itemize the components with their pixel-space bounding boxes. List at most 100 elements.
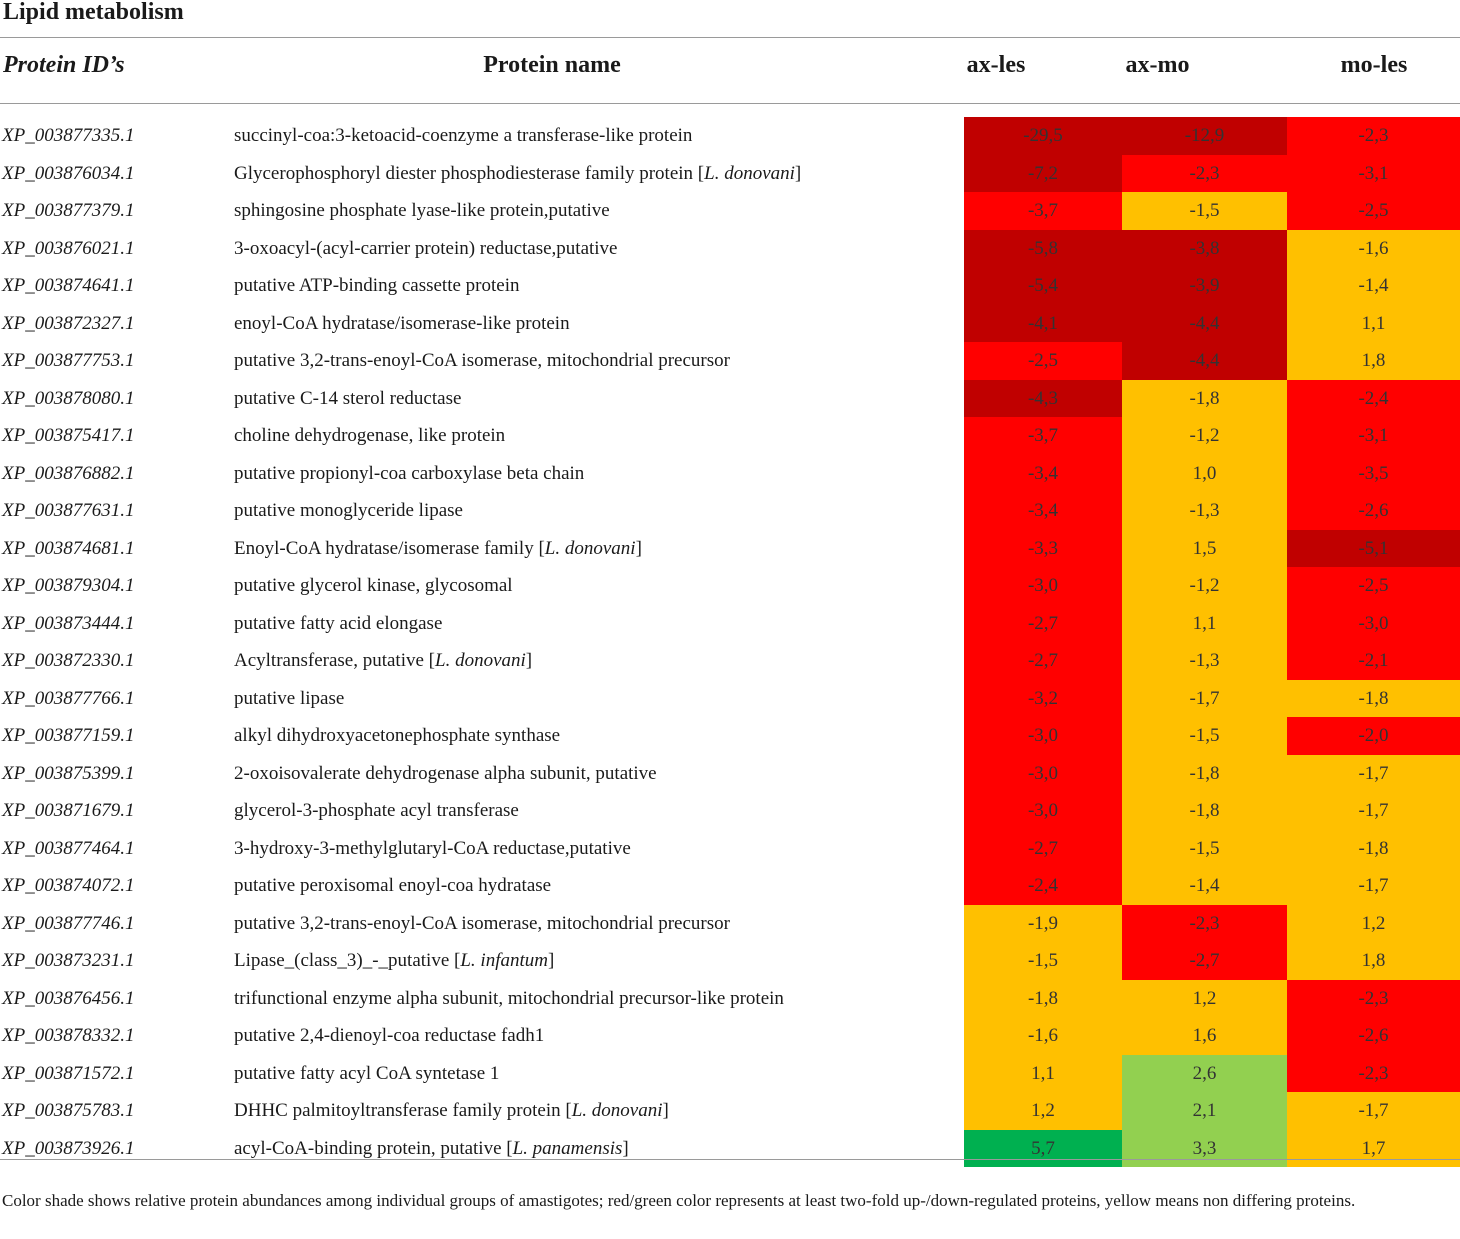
protein-id: XP_003874681.1 xyxy=(2,537,135,559)
ax-les-value: 1,2 xyxy=(964,1092,1122,1130)
protein-id: XP_003876021.1 xyxy=(2,237,135,259)
protein-name: Enoyl-CoA hydratase/isomerase family [L.… xyxy=(234,537,642,559)
ax-les-value: -2,7 xyxy=(964,604,1122,642)
mo-les-value: -1,7 xyxy=(1287,754,1460,792)
ax-mo-value: -1,4 xyxy=(1122,867,1287,905)
ax-mo-value: -12,9 xyxy=(1122,117,1287,155)
protein-id: XP_003878080.1 xyxy=(2,387,135,409)
protein-name-text: putative peroxisomal enoyl-coa hydratase xyxy=(234,875,552,896)
ax-mo-value: -3,9 xyxy=(1122,267,1287,305)
ax-mo-value: -2,3 xyxy=(1122,904,1287,942)
mo-les-value: 1,2 xyxy=(1287,904,1460,942)
ax-mo-value: 1,6 xyxy=(1122,1017,1287,1055)
ax-les-value: 5,7 xyxy=(964,1129,1122,1167)
table-row: XP_003873231.1 Lipase_(class_3)_-_putativ… xyxy=(0,942,1460,980)
table-row: XP_003877766.1 putative lipase -3,2 -1,7 -1,… xyxy=(0,679,1460,717)
mo-les-value: -3,0 xyxy=(1287,604,1460,642)
protein-name-text: putative propionyl-coa carboxylase beta … xyxy=(234,462,585,484)
protein-id: XP_003877379.1 xyxy=(2,200,135,221)
table-row: XP_003874641.1 putative ATP-binding casse… xyxy=(0,267,1460,305)
ax-mo-value: -1,2 xyxy=(1122,417,1287,455)
ax-mo-value: -3,8 xyxy=(1122,229,1287,267)
protein-id: XP_003877766.1 xyxy=(2,687,135,709)
ax-mo-value: 2,6 xyxy=(1122,1054,1287,1092)
ax-mo-value: 3,3 xyxy=(1122,1129,1287,1167)
mo-les-value: -2,3 xyxy=(1287,1054,1460,1092)
protein-id: XP_003874641.1 xyxy=(2,275,135,296)
table-header: Protein ID’s Protein name ax-les ax-mo m… xyxy=(0,38,1460,103)
ax-mo-value: 1,2 xyxy=(1122,979,1287,1017)
protein-name-text: succinyl-coa:3-ketoacid-coenzyme a trans… xyxy=(234,125,693,146)
ax-mo-value: -4,4 xyxy=(1122,304,1287,342)
ax-mo-value: 2,1 xyxy=(1122,1092,1287,1130)
mo-les-value: -1,8 xyxy=(1287,679,1460,717)
protein-name-text: alkyl dihydroxyacetonephosphate synthase xyxy=(234,725,561,746)
protein-id: XP_003877464.1 xyxy=(2,837,135,859)
ax-mo-value: -2,7 xyxy=(1122,942,1287,980)
ax-mo-value: -1,8 xyxy=(1122,754,1287,792)
protein-name: acyl-CoA-binding protein, putative [L. p… xyxy=(234,1137,629,1159)
ax-les-value: -3,0 xyxy=(964,754,1122,792)
ax-mo-value: 1,0 xyxy=(1122,454,1287,492)
table-row: XP_003877464.1 3-hydroxy-3-methylglutaryl… xyxy=(0,829,1460,867)
ax-les-value: -3,7 xyxy=(964,192,1122,230)
ax-les-value: -2,4 xyxy=(964,867,1122,905)
protein-name-text: Glycerophosphoryl diester phosphodiester… xyxy=(234,162,705,184)
table-row: XP_003873444.1 putative fatty acid elonga… xyxy=(0,604,1460,642)
mo-les-value: -1,7 xyxy=(1287,1092,1460,1130)
protein-name-text: Enoyl-CoA hydratase/isomerase family [ xyxy=(234,537,545,559)
protein-name-text: enoyl-CoA hydratase/isomerase-like prote… xyxy=(234,312,570,334)
table-row: XP_003877746.1 putative 3,2-trans-enoyl-C… xyxy=(0,904,1460,943)
mo-les-value: -1,8 xyxy=(1287,829,1460,867)
species-name: L. donovani xyxy=(704,162,795,184)
ax-les-value: 1,1 xyxy=(964,1054,1122,1092)
protein-name-text: putative C-14 sterol reductase xyxy=(234,387,462,409)
table-row: XP_003876882.1 putative propionyl-coa car… xyxy=(0,454,1460,492)
species-name: L. donovani xyxy=(435,650,526,671)
protein-name-text: trifunctional enzyme alpha subunit, mito… xyxy=(234,987,784,1009)
protein-name: Glycerophosphoryl diester phosphodiester… xyxy=(234,162,802,184)
protein-id: XP_003879304.1 xyxy=(2,575,135,596)
mo-les-value: -2,6 xyxy=(1287,492,1460,530)
header-ax-les: ax-les xyxy=(966,52,1026,78)
ax-mo-value: -1,3 xyxy=(1122,642,1287,680)
ax-mo-value: 1,5 xyxy=(1122,529,1287,567)
mo-les-value: -2,5 xyxy=(1287,192,1460,230)
bottom-rule xyxy=(0,1159,1460,1160)
protein-name: putative fatty acyl CoA syntetase 1 xyxy=(234,1055,499,1093)
table-row: XP_003874681.1 Enoyl-CoA hydratase/isomer… xyxy=(0,529,1460,567)
table-row: XP_003879304.1 putative glycerol kinase, … xyxy=(0,567,1460,605)
ax-les-value: -3,2 xyxy=(964,679,1122,717)
protein-id: XP_003878332.1 xyxy=(2,1025,135,1046)
protein-name: 2-oxoisovalerate dehydrogenase alpha sub… xyxy=(234,755,657,793)
ax-les-value: -29,5 xyxy=(964,117,1122,155)
protein-id: XP_003877746.1 xyxy=(2,912,135,934)
protein-name: putative peroxisomal enoyl-coa hydratase xyxy=(234,867,551,905)
protein-name: putative glycerol kinase, glycosomal xyxy=(234,567,513,605)
table-row: XP_003878080.1 putative C-14 sterol reduc… xyxy=(0,379,1460,418)
ax-les-value: -3,0 xyxy=(964,567,1122,605)
mo-les-value: -3,5 xyxy=(1287,454,1460,492)
mo-les-value: -2,3 xyxy=(1287,117,1460,155)
table-row: XP_003877159.1 alkyl dihydroxyacetonephos… xyxy=(0,717,1460,755)
mo-les-value: -1,6 xyxy=(1287,229,1460,267)
table-row: XP_003872327.1 enoyl-CoA hydratase/isomer… xyxy=(0,304,1460,342)
protein-name-text: putative lipase xyxy=(234,687,345,709)
ax-mo-value: -1,5 xyxy=(1122,829,1287,867)
ax-mo-value: -2,3 xyxy=(1122,154,1287,192)
protein-name-text: putative glycerol kinase, glycosomal xyxy=(234,575,513,596)
protein-name-text: DHHC palmitoyltransferase family protein… xyxy=(234,1100,572,1121)
ax-les-value: -3,0 xyxy=(964,792,1122,830)
mo-les-value: -2,5 xyxy=(1287,567,1460,605)
table-row: XP_003876034.1 Glycerophosphoryl diester … xyxy=(0,154,1460,192)
ax-mo-value: -1,5 xyxy=(1122,717,1287,755)
ax-les-value: -7,2 xyxy=(964,154,1122,192)
ax-les-value: -1,5 xyxy=(964,942,1122,980)
mo-les-value: -2,0 xyxy=(1287,717,1460,755)
ax-les-value: -3,3 xyxy=(964,529,1122,567)
protein-id: XP_003873926.1 xyxy=(2,1137,135,1159)
protein-name: putative C-14 sterol reductase xyxy=(234,380,461,418)
header-rule xyxy=(0,103,1460,104)
protein-name: putative 3,2-trans-enoyl-CoA isomerase, … xyxy=(234,905,730,943)
table-row: XP_003878332.1 putative 2,4-dienoyl-coa r… xyxy=(0,1017,1460,1055)
